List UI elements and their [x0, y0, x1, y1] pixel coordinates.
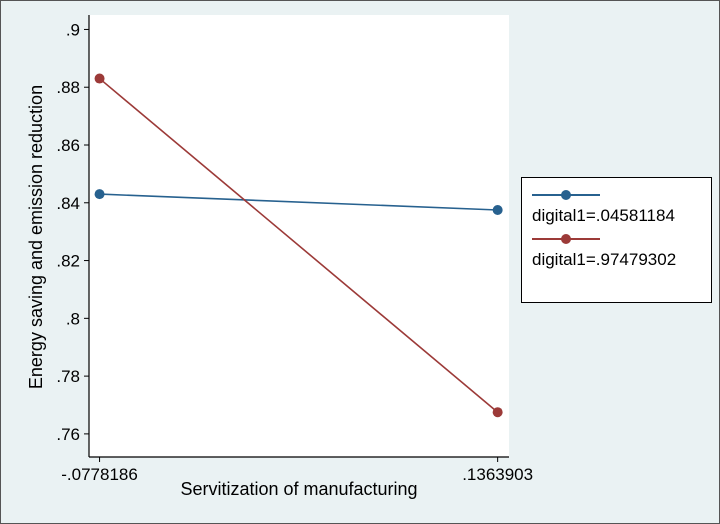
- y-tick-label: .82: [56, 252, 80, 271]
- series-line: [99, 193, 498, 211]
- legend: digital1=.04581184 digital1=.97479302: [521, 177, 712, 303]
- y-axis-title: Energy saving and emission reduction: [26, 84, 46, 390]
- y-tick-label: .78: [56, 367, 80, 386]
- legend-item: digital1=.04581184: [532, 190, 701, 226]
- data-point-marker: [94, 189, 105, 200]
- y-tick-label: .88: [56, 78, 80, 97]
- legend-label-series1: digital1=.04581184: [532, 206, 675, 225]
- y-tick-label: .8: [66, 309, 80, 328]
- legend-label-series2: digital1=.97479302: [532, 250, 677, 269]
- legend-line-sample-series1: [532, 190, 600, 200]
- legend-marker-icon: [561, 234, 571, 244]
- plot-region: [89, 15, 509, 457]
- x-tick-label: .1363903: [462, 465, 533, 484]
- y-tick-label: .9: [66, 20, 80, 39]
- data-point-marker: [492, 205, 503, 215]
- x-axis-title: Servitization of manufacturing: [180, 479, 418, 499]
- series-line: [99, 77, 499, 413]
- data-point-marker: [94, 73, 105, 84]
- y-tick-label: .76: [56, 425, 80, 444]
- legend-line-sample-series2: [532, 234, 600, 244]
- legend-marker-icon: [561, 190, 571, 200]
- legend-item: digital1=.97479302: [532, 234, 701, 270]
- y-tick-label: .84: [56, 194, 80, 213]
- x-tick-label: -.0778186: [61, 465, 138, 484]
- y-tick-label: .86: [56, 136, 80, 155]
- data-point-marker: [492, 407, 503, 418]
